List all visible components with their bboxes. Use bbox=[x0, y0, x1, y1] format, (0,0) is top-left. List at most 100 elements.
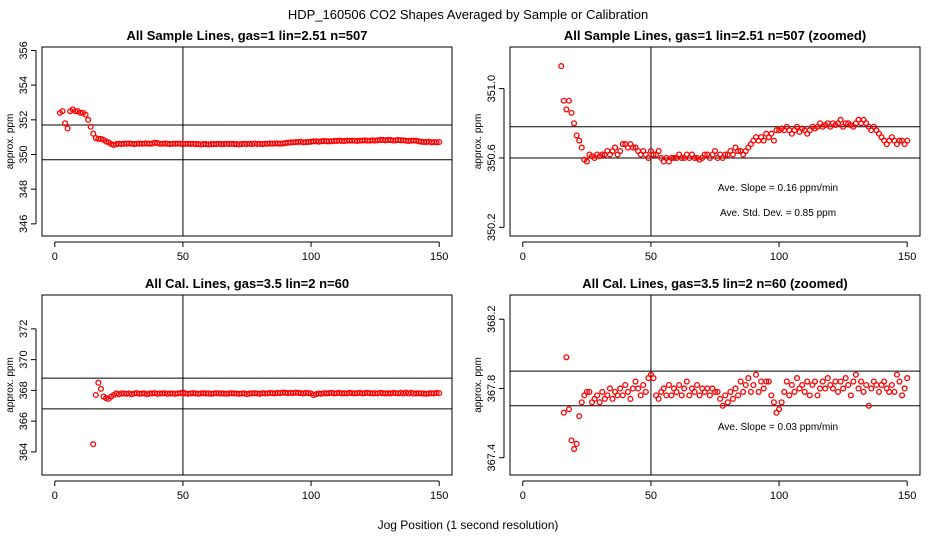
x-tick-label: 0 bbox=[520, 251, 526, 263]
figure-x-axis-label: Jog Position (1 second resolution) bbox=[378, 518, 559, 532]
x-tick-label: 50 bbox=[177, 251, 189, 263]
data-point bbox=[72, 108, 79, 115]
data-point bbox=[858, 378, 865, 385]
data-point bbox=[735, 392, 742, 399]
data-point bbox=[793, 123, 801, 130]
data-point bbox=[655, 395, 662, 402]
data-point bbox=[619, 392, 626, 399]
data-point bbox=[750, 381, 757, 389]
x-tick-label: 100 bbox=[770, 490, 788, 502]
x-tick-label: 100 bbox=[302, 490, 320, 502]
data-point bbox=[660, 385, 667, 392]
data-point bbox=[609, 395, 616, 402]
data-point bbox=[773, 127, 780, 134]
panel-title: All Sample Lines, gas=1 lin=2.51 n=507 (… bbox=[564, 28, 866, 43]
data-point bbox=[729, 395, 736, 402]
data-point bbox=[596, 399, 603, 406]
data-point bbox=[436, 390, 443, 397]
data-point bbox=[640, 381, 647, 389]
x-tick-label: 0 bbox=[52, 251, 58, 263]
data-point bbox=[786, 392, 793, 399]
data-point bbox=[814, 392, 821, 399]
data-point bbox=[783, 378, 790, 385]
chart-panel-2: All Sample Lines, gas=1 lin=2.51 n=507 (… bbox=[473, 28, 921, 263]
y-tick-label: 368.2 bbox=[486, 305, 498, 333]
data-point bbox=[576, 137, 583, 144]
data-point bbox=[691, 388, 698, 395]
panel-annotation: Ave. Slope = 0.03 ppm/min bbox=[718, 422, 838, 433]
y-tick-label: 366 bbox=[18, 412, 30, 430]
data-point bbox=[64, 125, 71, 132]
data-point bbox=[891, 388, 898, 395]
data-point bbox=[599, 151, 606, 158]
data-point bbox=[573, 132, 580, 139]
data-point bbox=[635, 385, 642, 392]
data-point bbox=[824, 375, 831, 382]
data-series bbox=[560, 354, 911, 453]
data-point bbox=[722, 151, 729, 158]
data-point bbox=[650, 375, 657, 382]
data-point bbox=[573, 440, 580, 447]
data-point bbox=[804, 378, 811, 385]
data-point bbox=[845, 381, 852, 389]
data-point bbox=[95, 379, 102, 386]
data-point bbox=[576, 413, 583, 420]
data-point bbox=[770, 399, 777, 406]
data-point bbox=[737, 378, 744, 385]
data-point bbox=[565, 406, 572, 413]
y-axis-label: approx. ppm bbox=[473, 114, 484, 170]
data-point bbox=[875, 388, 883, 395]
data-point bbox=[678, 154, 685, 162]
x-tick-label: 0 bbox=[52, 490, 58, 502]
data-point bbox=[433, 139, 440, 146]
data-point bbox=[847, 392, 854, 399]
data-point bbox=[896, 137, 903, 144]
data-point bbox=[735, 147, 742, 155]
data-point bbox=[90, 130, 97, 137]
data-point bbox=[305, 390, 312, 397]
data-point bbox=[868, 385, 875, 392]
x-tick-label: 100 bbox=[302, 251, 320, 263]
data-point bbox=[881, 378, 888, 385]
y-axis-label: approx. ppm bbox=[5, 357, 16, 413]
y-tick-label: 352 bbox=[18, 111, 30, 129]
data-point bbox=[834, 388, 842, 395]
data-point bbox=[901, 385, 908, 392]
data-point bbox=[606, 385, 613, 392]
data-point bbox=[732, 385, 739, 392]
data-point bbox=[681, 385, 688, 392]
data-point bbox=[571, 120, 578, 127]
data-point bbox=[617, 385, 624, 392]
data-point bbox=[655, 147, 662, 155]
data-point bbox=[629, 144, 637, 151]
data-point bbox=[627, 395, 634, 402]
panel-title: All Sample Lines, gas=1 lin=2.51 n=507 bbox=[127, 28, 368, 43]
data-point bbox=[729, 151, 736, 158]
plot-frame bbox=[509, 294, 921, 476]
x-tick-label: 150 bbox=[898, 251, 916, 263]
data-point bbox=[436, 138, 443, 146]
data-point bbox=[670, 154, 678, 162]
y-tick-label: 354 bbox=[18, 76, 30, 94]
plot-frame bbox=[41, 294, 453, 476]
data-point bbox=[583, 388, 590, 395]
data-point bbox=[899, 392, 906, 399]
x-tick-label: 100 bbox=[770, 251, 788, 263]
data-point bbox=[722, 392, 729, 399]
data-point bbox=[92, 391, 99, 399]
data-point bbox=[893, 371, 900, 378]
data-point bbox=[811, 378, 818, 385]
data-point bbox=[819, 378, 826, 385]
data-point bbox=[560, 409, 567, 416]
data-point bbox=[888, 381, 895, 389]
data-point bbox=[563, 354, 570, 361]
data-point bbox=[624, 388, 631, 395]
data-point bbox=[619, 141, 626, 148]
data-point bbox=[768, 392, 775, 399]
data-point bbox=[791, 388, 798, 395]
y-tick-label: 351.0 bbox=[486, 75, 498, 103]
data-point bbox=[683, 378, 690, 385]
data-point bbox=[760, 385, 767, 392]
data-point bbox=[632, 378, 639, 385]
